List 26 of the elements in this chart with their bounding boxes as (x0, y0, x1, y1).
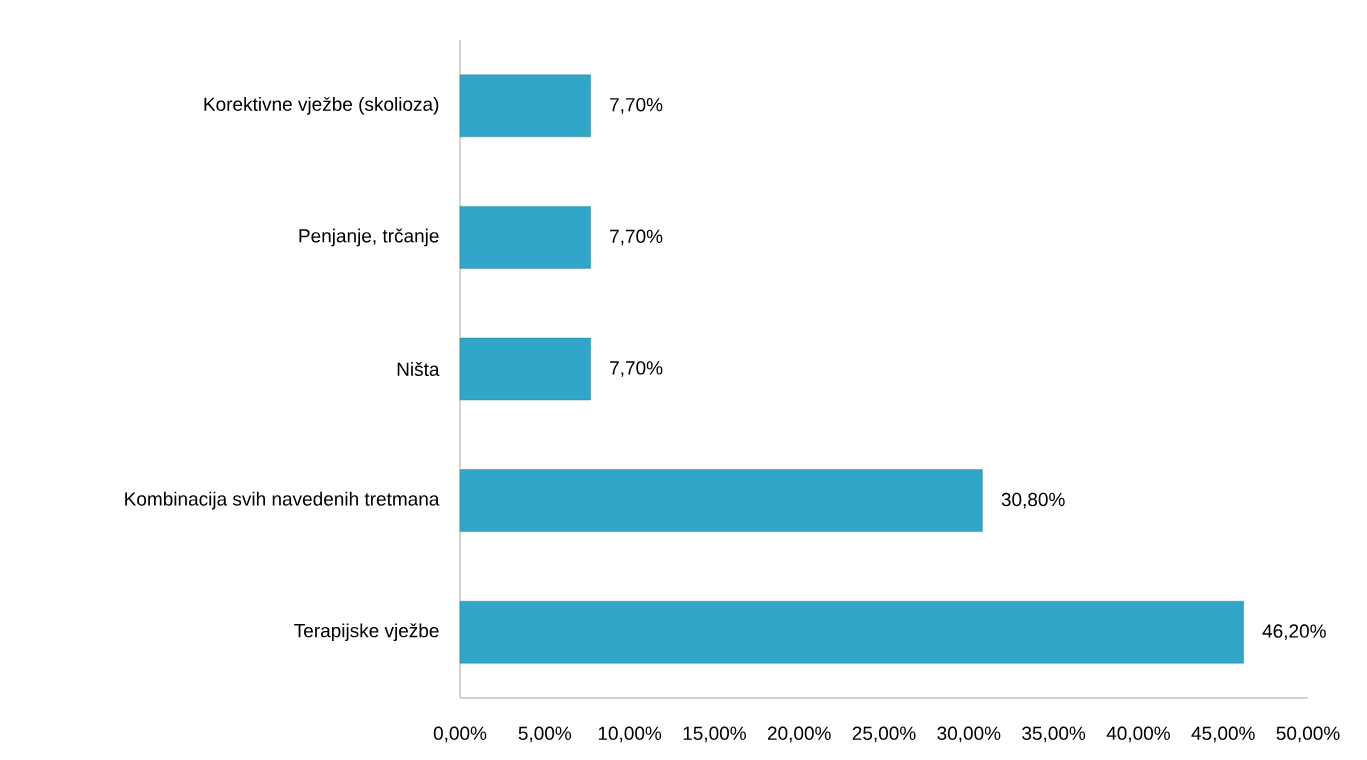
x-tick-label: 5,00% (518, 726, 572, 743)
x-tick-label: 0,00% (433, 726, 487, 743)
data-label: 7,70% (610, 361, 663, 377)
data-label: 30,80% (1001, 492, 1065, 509)
bar (459, 469, 983, 532)
x-tick-label: 10,00% (598, 726, 662, 743)
bar (459, 601, 1244, 664)
x-tick-label: 20,00% (767, 726, 831, 743)
x-tick-label: 50,00% (1276, 726, 1340, 743)
x-tick-label: 40,00% (1106, 726, 1170, 743)
x-tick-label: 45,00% (1191, 726, 1255, 743)
bar (459, 74, 591, 137)
y-tick-label: Ništa (397, 362, 440, 377)
x-tick-label: 15,00% (683, 726, 746, 743)
data-label: 46,20% (1262, 624, 1326, 641)
data-label: 7,70% (610, 229, 663, 246)
x-tick-label: 35,00% (1022, 726, 1086, 743)
bar (459, 337, 591, 401)
x-tick-label: 30,00% (937, 726, 1001, 743)
data-label: 7,70% (610, 97, 663, 114)
y-tick-label: Terapijske vježbe (294, 623, 439, 642)
y-tick-label: Kombinacija svih navedenih tretmana (125, 491, 440, 510)
x-tick-label: 25,00% (852, 726, 916, 743)
y-tick-label: Penjanje, trčanje (299, 228, 439, 247)
y-tick-label: Korektivne vježbe (skolioza) (204, 96, 439, 115)
bar (459, 206, 591, 269)
